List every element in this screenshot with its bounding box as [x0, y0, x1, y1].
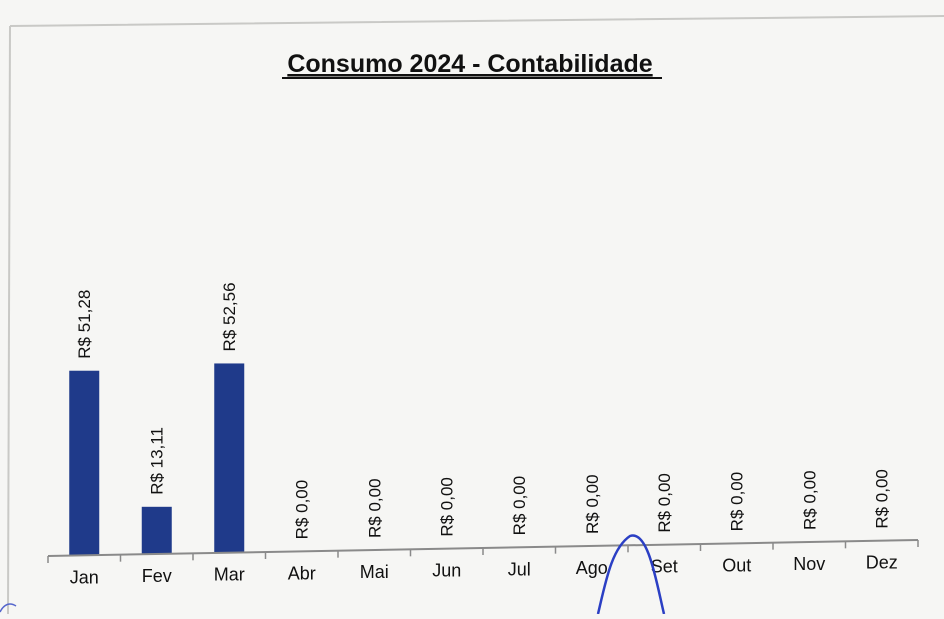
- x-tick-label-dez: Dez: [866, 553, 898, 573]
- data-label-jul: R$ 0,00: [510, 476, 529, 536]
- bars-layer: [69, 363, 245, 556]
- data-label-dez: R$ 0,00: [873, 469, 892, 529]
- x-tick-label-mai: Mai: [360, 562, 389, 582]
- pen-annotation-mark: [596, 534, 666, 615]
- x-axis-tick-labels: Jan Fev Mar Abr Mai Jun Jul Ago Set Out Nov Dez: [70, 553, 898, 588]
- data-label-abr: R$ 0,00: [293, 480, 312, 540]
- x-tick-label-jan: Jan: [70, 567, 99, 587]
- x-tick-label-ago: Ago: [576, 558, 608, 578]
- x-axis-ticks: [47, 540, 919, 563]
- x-tick-label-abr: Abr: [288, 563, 316, 583]
- data-label-jun: R$ 0,00: [438, 477, 457, 537]
- data-label-ago: R$ 0,00: [583, 474, 602, 534]
- x-tick-label-out: Out: [722, 555, 751, 575]
- bar-fev: [141, 506, 172, 554]
- chart-frame: [7, 15, 944, 615]
- x-tick-label-jun: Jun: [432, 561, 461, 581]
- x-tick-label-nov: Nov: [793, 554, 825, 574]
- data-label-set: R$ 0,00: [655, 473, 674, 533]
- chart-title: Consumo 2024 - Contabilidade: [287, 50, 652, 78]
- data-label-nov: R$ 0,00: [800, 470, 819, 530]
- data-label-jan: R$ 51,28: [75, 290, 94, 359]
- data-label-mar: R$ 52,56: [220, 282, 239, 351]
- bar-jan: [69, 370, 100, 556]
- data-label-out: R$ 0,00: [728, 472, 747, 532]
- data-labels-layer: R$ 51,28 R$ 13,11 R$ 52,56 R$ 0,00 R$ 0,00 R$…: [75, 282, 892, 539]
- x-tick-label-fev: Fev: [142, 566, 172, 586]
- x-tick-label-mar: Mar: [214, 565, 245, 585]
- x-tick-label-set: Set: [651, 557, 678, 577]
- pen-corner-mark: [0, 603, 17, 613]
- bar-mar: [214, 363, 245, 553]
- x-tick-label-jul: Jul: [508, 559, 531, 579]
- data-label-mai: R$ 0,00: [365, 478, 384, 538]
- data-label-fev: R$ 13,11: [148, 427, 167, 495]
